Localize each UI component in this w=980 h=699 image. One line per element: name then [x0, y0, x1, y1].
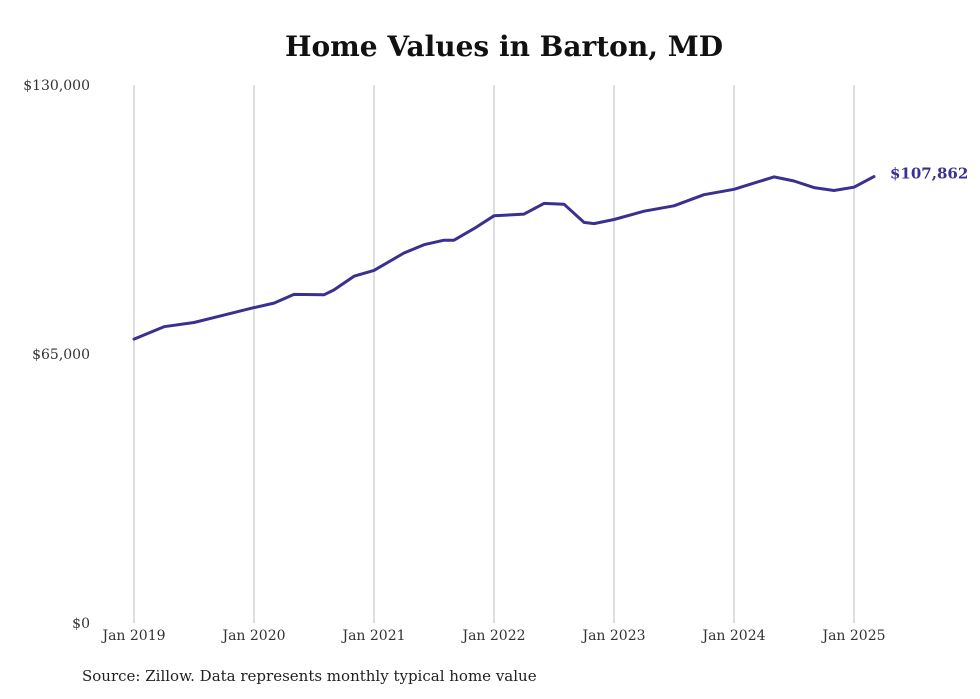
end-value-label: $107,862 — [890, 165, 968, 183]
x-tick-label: Jan 2024 — [700, 628, 765, 644]
x-tick-label: Jan 2020 — [220, 628, 285, 644]
x-tick-label: Jan 2021 — [340, 628, 405, 644]
series-line — [132, 175, 876, 341]
y-tick-label: $0 — [72, 616, 90, 632]
y-tick-label: $65,000 — [32, 347, 90, 363]
y-tick-label: $130,000 — [23, 78, 90, 94]
x-tick-label: Jan 2025 — [820, 628, 885, 644]
source-note: Source: Zillow. Data represents monthly … — [82, 667, 537, 685]
chart-title: Home Values in Barton, MD — [285, 30, 723, 63]
x-tick-label: Jan 2023 — [580, 628, 645, 644]
x-tick-label: Jan 2022 — [460, 628, 525, 644]
x-tick-label: Jan 2019 — [100, 628, 165, 644]
